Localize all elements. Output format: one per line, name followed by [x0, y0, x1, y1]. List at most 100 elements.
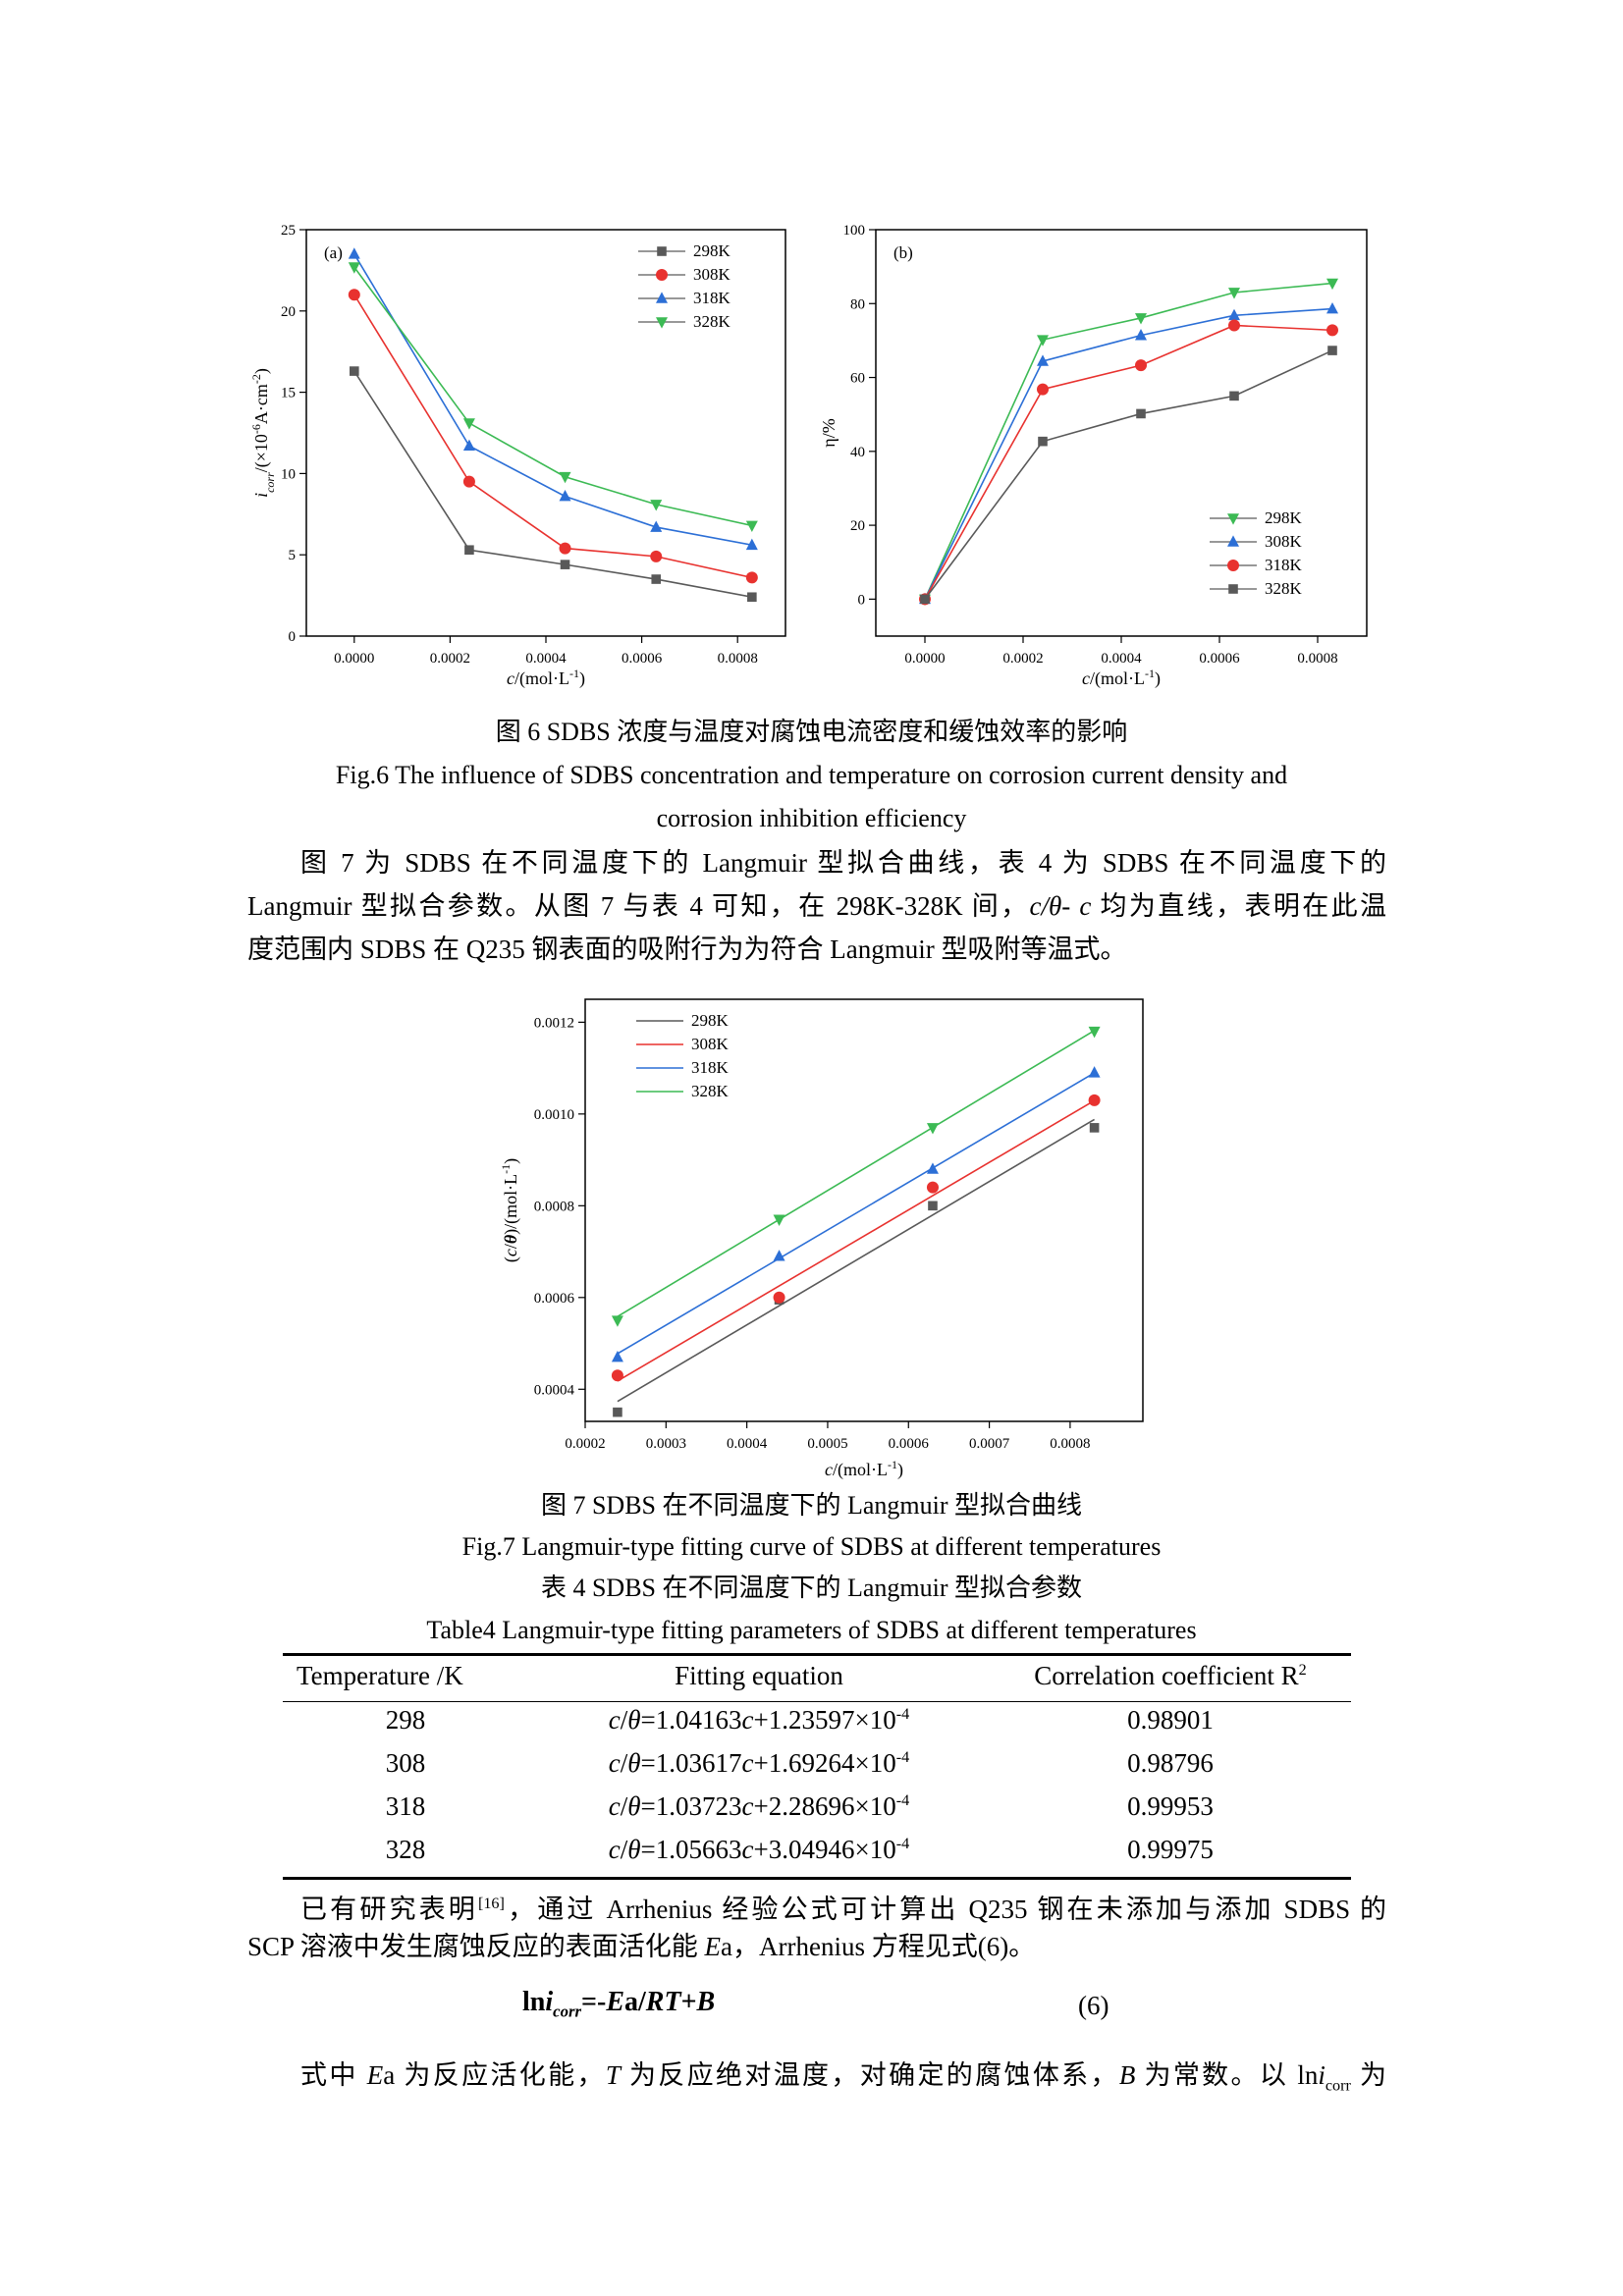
equation-6: lnicorr=-Ea/RT+B [522, 1987, 716, 2021]
fig6-caption-en-line1: Fig.6 The influence of SDBS concentratio… [335, 761, 1288, 789]
fig6b-point-328K [1229, 391, 1239, 401]
fig6a-point-298K [651, 574, 662, 584]
fig6a-x-axis-label: c/(mol·L-1) [507, 667, 585, 689]
fig6b-series-line-298K [924, 282, 1333, 600]
fig6b-legend-label: 328K [1265, 579, 1303, 598]
fig6a-point-308K [462, 475, 475, 488]
fig7-legend-label: 318K [691, 1058, 730, 1077]
fig6b-point-298K [1326, 278, 1338, 291]
fig7-caption-en: Fig.7 Langmuir-type fitting curve of SDB… [461, 1532, 1162, 1561]
table4-top-rule [283, 1653, 1351, 1656]
fig7-x-tick-label: 0.0002 [565, 1436, 605, 1452]
table4-row: 298 c/θ=1.04163c+1.23597×10-4 0.98901 [283, 1698, 1351, 1741]
fig6b-point-318K [1135, 359, 1147, 372]
fig6b-point-308K [1228, 308, 1240, 321]
fig7-y-tick-label: 0.0012 [534, 1015, 574, 1031]
fig6a-legend-label: 298K [693, 241, 731, 260]
fig7-x-tick-label: 0.0004 [727, 1436, 768, 1452]
fig6b-y-tick-label: 40 [850, 445, 865, 460]
fig6b-legend-marker [1227, 513, 1239, 525]
table4-row: 308 c/θ=1.03617c+1.69264×10-4 0.98796 [283, 1741, 1351, 1785]
para2-line1-a: 已有研究表明 [300, 1895, 478, 1924]
fig6a-x-tick-label: 0.0000 [334, 651, 374, 667]
fig6a-point-328K [745, 520, 758, 532]
table4-row: 318 c/θ=1.03723c+2.28696×10-4 0.99953 [283, 1785, 1351, 1828]
table4-cell-equation: c/θ=1.03723c+2.28696×10-4 [608, 1790, 910, 1821]
fig6a-point-298K [464, 545, 474, 556]
table4-caption-en: Table4 Langmuir-type fitting parameters … [426, 1616, 1197, 1644]
equation-6-number: (6) [1078, 1991, 1109, 2020]
fig6b-point-298K [1037, 335, 1049, 347]
fig6a-point-298K [560, 560, 570, 569]
para1-line2: Langmuir 型拟合参数。从图 7 与表 4 可知，在 298K-328K … [247, 884, 1386, 928]
fig6b-y-axis-label: η/% [819, 418, 839, 447]
table4-bottom-rule [283, 1877, 1351, 1880]
fig7-legend-label: 308K [691, 1035, 730, 1053]
fig7-point-328K [1088, 1026, 1101, 1039]
fig6a-legend: 298K 308K 318K 328K [638, 241, 731, 331]
fig6b-x-tick-label: 0.0004 [1101, 651, 1142, 667]
fig6b-point-328K [1038, 436, 1048, 447]
fig6a-series-line-308K [353, 294, 753, 579]
fig6a-point-328K [348, 262, 360, 274]
fig7-y-axis-label: (c/θ)/(mol·L-1) [499, 1158, 521, 1262]
fig6a-y-tick-label: 10 [281, 466, 296, 482]
fig6a-point-318K [650, 520, 663, 532]
fig6b-legend-marker [1227, 535, 1239, 547]
para1-line2-formula: c/θ- c [1029, 891, 1092, 921]
fig6b-point-308K [1037, 354, 1049, 366]
fig6b-point-298K [1228, 288, 1240, 299]
table4-row: 328 c/θ=1.05663c+3.04946×10-4 0.99975 [283, 1828, 1351, 1871]
para1-line2-a: Langmuir 型拟合参数。从图 7 与表 4 可知，在 298K-328K … [247, 891, 1030, 921]
fig6b-legend-marker [1227, 560, 1239, 571]
fig6b-y-tick-label: 20 [850, 518, 865, 534]
fig7-x-tick-label: 0.0005 [807, 1436, 847, 1452]
fig6b-point-328K [920, 594, 930, 605]
para2-reference[interactable]: [16] [477, 1895, 505, 1912]
fig7-fit-line-298K [617, 1118, 1096, 1403]
fig7-x-tick-label: 0.0007 [969, 1436, 1010, 1452]
fig7-plot-frame [584, 998, 1144, 1422]
para2-line2-text: SCP 溶液中发生腐蚀反应的表面活化能 Ea，Arrhenius 方程见式(6)… [247, 1932, 1036, 1961]
table4-cell-r2: 0.98796 [1127, 1747, 1214, 1778]
fig6b-y-tick-label: 80 [850, 296, 865, 312]
fig7-fit-line-328K [617, 1030, 1096, 1317]
fig7-point-308K [1088, 1094, 1101, 1106]
fig7-y-tick-label: 0.0004 [534, 1382, 575, 1398]
fig6b-legend-label: 318K [1265, 556, 1303, 574]
fig6a-point-308K [348, 289, 360, 301]
fig6a-legend-marker [657, 246, 667, 256]
table4-cell-r2: 0.99953 [1127, 1790, 1214, 1821]
fig6a-legend-label: 308K [693, 265, 731, 284]
fig6a-point-328K [462, 418, 475, 430]
fig6a-point-308K [559, 542, 571, 555]
fig7-x-tick-label: 0.0003 [646, 1436, 686, 1452]
fig6b-x-axis-label: c/(mol·L-1) [1082, 667, 1161, 689]
fig7-fit-line-308K [617, 1099, 1096, 1382]
fig6a-point-318K [462, 439, 475, 452]
fig6a-point-308K [650, 550, 663, 562]
fig6a-legend-marker [656, 317, 668, 329]
fig7-point-298K [613, 1407, 622, 1417]
table4-cell-r2: 0.99975 [1127, 1834, 1214, 1864]
table4-header-r2: Correlation coefficient R2 [1034, 1660, 1307, 1690]
fig6a-point-328K [650, 500, 663, 511]
table4-cell-equation: c/θ=1.03617c+1.69264×10-4 [608, 1747, 910, 1778]
fig6b-point-318K [1326, 324, 1338, 337]
fig7-caption-cn: 图 7 SDBS 在不同温度下的 Langmuir 型拟合曲线 [540, 1491, 1083, 1520]
fig7-point-328K [611, 1315, 623, 1327]
fig7-x-tick-label: 0.0006 [889, 1436, 930, 1452]
fig7-fit-line-318K [617, 1072, 1096, 1355]
fig6b-x-tick-label: 0.0006 [1199, 651, 1240, 667]
fig6b-panel-label: (b) [893, 243, 913, 262]
fig6b-point-328K [1136, 408, 1146, 419]
fig6b-chart: 0.0000 0.0002 0.0004 0.0006 0.0008 0 20 40 60 80 1… [819, 223, 1368, 689]
fig6a-legend-label: 318K [693, 289, 731, 307]
fig6b-legend-label: 308K [1265, 532, 1303, 551]
para2-line1: 已有研究表明[16]，通过 Arrhenius 经验公式可计算出 Q235 钢在… [247, 1882, 1386, 1931]
fig6a-x-tick-label: 0.0008 [718, 651, 758, 667]
fig7-point-308K [611, 1369, 623, 1382]
table4-header-row: Temperature /K Fitting equation Correlat… [283, 1653, 1351, 1698]
table4-header-rule [283, 1701, 1351, 1702]
fig6a-point-298K [350, 366, 359, 376]
